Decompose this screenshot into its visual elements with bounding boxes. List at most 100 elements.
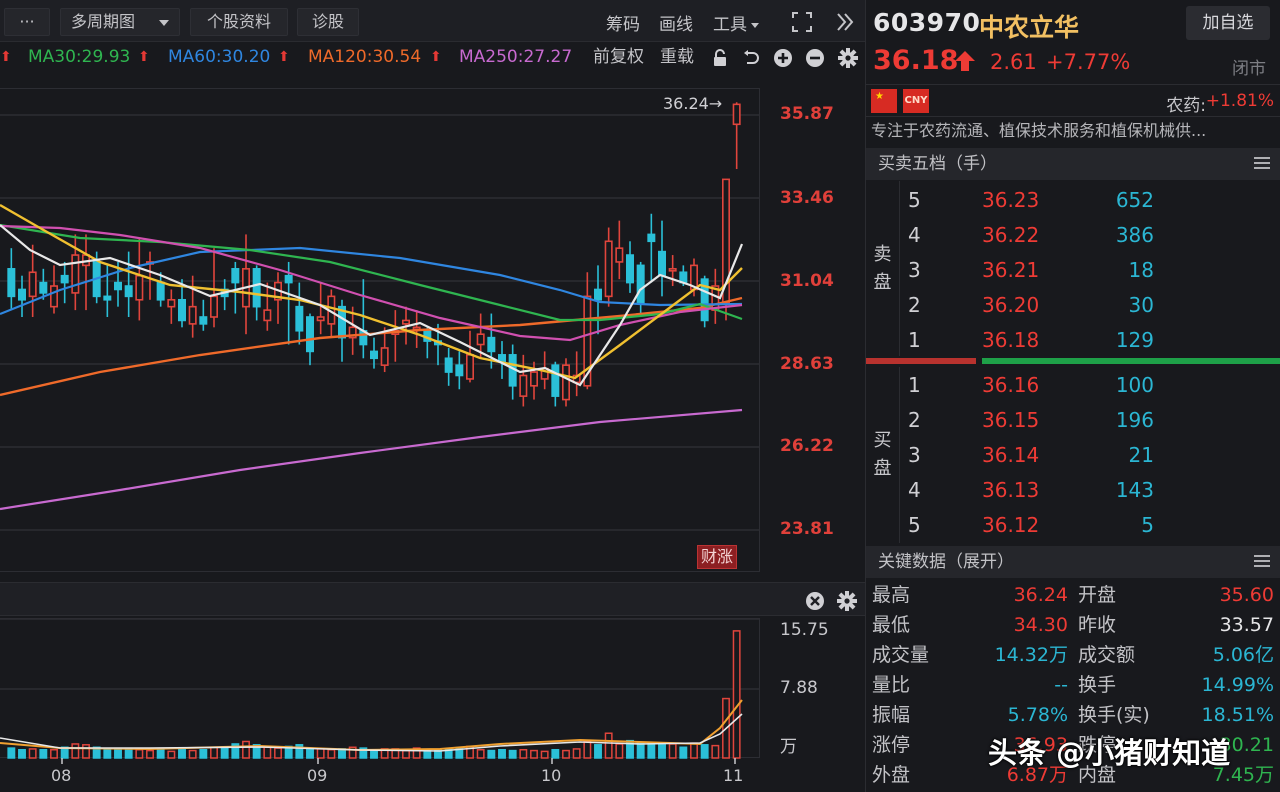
industry-label[interactable]: 农药: <box>1166 96 1206 116</box>
bid-row[interactable]: 3 36.14 21 <box>900 438 1280 473</box>
arrow-up-icon: ⬆ <box>0 49 12 65</box>
price-change-pct: +7.77% <box>1046 50 1131 74</box>
industry-change: +1.81% <box>1205 91 1274 111</box>
volume: 5 <box>1141 513 1154 537</box>
lock-icon[interactable] <box>711 49 729 67</box>
arrow-up-icon: ⬆ <box>430 49 442 65</box>
bid-row[interactable]: 5 36.12 5 <box>900 508 1280 543</box>
draw-line-button[interactable]: 画线 <box>659 15 693 35</box>
bid-row[interactable]: 4 36.13 143 <box>900 473 1280 508</box>
x-axis-label: 11 <box>723 766 744 785</box>
value: 34.30 <box>1013 614 1068 636</box>
order-book-header: 买卖五档（手） <box>866 148 1280 180</box>
value: 33.57 <box>1219 614 1274 636</box>
currency-badge: CNY <box>903 89 929 113</box>
ask-row[interactable]: 1 36.18 129 <box>900 323 1280 358</box>
volume-axis-label: 7.88 <box>780 678 818 698</box>
ask-row[interactable]: 4 36.22 386 <box>900 218 1280 253</box>
undo-icon[interactable] <box>741 48 761 68</box>
level: 2 <box>908 293 921 317</box>
label: 量比 <box>872 674 911 696</box>
menu-icon[interactable] <box>1254 555 1270 568</box>
price: 36.13 <box>982 478 1040 502</box>
key-data-header[interactable]: 关键数据（展开） <box>866 546 1280 578</box>
level: 5 <box>908 513 921 537</box>
price: 36.20 <box>982 293 1040 317</box>
level: 5 <box>908 188 921 212</box>
value: 5.78% <box>1007 704 1068 726</box>
label: 内盘 <box>1078 764 1117 786</box>
price: 36.18 <box>982 328 1040 352</box>
market-status: 闭市 <box>1232 59 1266 79</box>
level: 1 <box>908 328 921 352</box>
volume: 386 <box>1115 223 1154 247</box>
label: 外盘 <box>872 764 911 786</box>
label: 最高 <box>872 584 911 606</box>
key-data-row: 涨停 36.93 跌停 30.21 <box>866 730 1280 760</box>
price-axis-label: 35.87 <box>780 104 834 124</box>
multi-period-dropdown[interactable]: 多周期图 <box>60 8 180 36</box>
diagnose-button[interactable]: 诊股 <box>297 8 359 36</box>
level: 2 <box>908 408 921 432</box>
bid-row[interactable]: 1 36.16 100 <box>900 368 1280 403</box>
volume-unit-label: 万 <box>780 737 797 757</box>
ask-row[interactable]: 5 36.23 652 <box>900 183 1280 218</box>
sell-ratio-bar <box>866 358 976 364</box>
value: 36.93 <box>1013 734 1068 756</box>
fullscreen-icon[interactable] <box>791 11 813 33</box>
value: 18.51% <box>1201 704 1274 726</box>
add-watchlist-button[interactable]: 加自选 <box>1186 6 1270 40</box>
value: -- <box>1054 674 1068 696</box>
level: 4 <box>908 223 921 247</box>
ask-row[interactable]: 3 36.21 18 <box>900 253 1280 288</box>
ma60-value: MA60:30.20 <box>168 47 271 67</box>
zoom-in-icon[interactable] <box>773 48 793 68</box>
value: 7.45万 <box>1212 764 1274 786</box>
price: 36.16 <box>982 373 1040 397</box>
indicator-divider <box>0 582 865 616</box>
label: 换手(实) <box>1078 704 1150 726</box>
arrow-up-icon <box>955 51 975 71</box>
label: 换手 <box>1078 674 1117 696</box>
gear-icon[interactable] <box>837 47 859 69</box>
value: 14.99% <box>1201 674 1274 696</box>
stock-name: 中农立华 <box>979 13 1080 42</box>
multi-period-label: 多周期图 <box>71 12 136 31</box>
value: 35.60 <box>1219 584 1274 606</box>
adjust-button[interactable]: 前复权 <box>593 47 644 67</box>
ma120-value: MA120:30.54 <box>308 47 422 67</box>
order-book-title: 买卖五档（手） <box>878 154 997 174</box>
double-chevron-right-icon[interactable] <box>835 11 855 33</box>
earnings-badge[interactable]: 财涨 <box>697 545 738 569</box>
gear-icon[interactable] <box>836 590 858 612</box>
ask-row[interactable]: 2 36.20 30 <box>900 288 1280 323</box>
label: 涨停 <box>872 734 911 756</box>
volume: 100 <box>1115 373 1154 397</box>
bid-row[interactable]: 2 36.15 196 <box>900 403 1280 438</box>
price-chart-frame <box>0 88 760 572</box>
volume: 143 <box>1115 478 1154 502</box>
volume-chart[interactable] <box>0 618 760 768</box>
china-flag-icon: ★ <box>871 89 897 113</box>
company-description[interactable]: 专注于农药流通、植保技术服务和植保机械供... <box>866 116 1280 146</box>
more-button[interactable]: ··· <box>4 8 50 36</box>
tools-dropdown[interactable]: 工具 <box>713 10 759 35</box>
reload-button[interactable]: 重载 <box>660 47 694 67</box>
key-data-row: 振幅 5.78% 换手(实) 18.51% <box>866 700 1280 730</box>
volume: 18 <box>1128 258 1154 282</box>
close-icon[interactable] <box>805 591 825 611</box>
candlestick-chart[interactable] <box>0 0 760 572</box>
high-price-marker: 36.24→ <box>663 94 723 113</box>
menu-icon[interactable] <box>1254 157 1270 170</box>
value: 30.21 <box>1219 734 1274 756</box>
stock-info-button[interactable]: 个股资料 <box>190 8 288 36</box>
label: 开盘 <box>1078 584 1117 606</box>
zoom-out-icon[interactable] <box>805 48 825 68</box>
key-data-row: 最高 36.24 开盘 35.60 <box>866 580 1280 610</box>
level: 4 <box>908 478 921 502</box>
key-data-row: 量比 -- 换手 14.99% <box>866 670 1280 700</box>
chevron-down-icon <box>159 20 169 26</box>
price: 36.21 <box>982 258 1040 282</box>
chips-button[interactable]: 筹码 <box>606 15 640 35</box>
